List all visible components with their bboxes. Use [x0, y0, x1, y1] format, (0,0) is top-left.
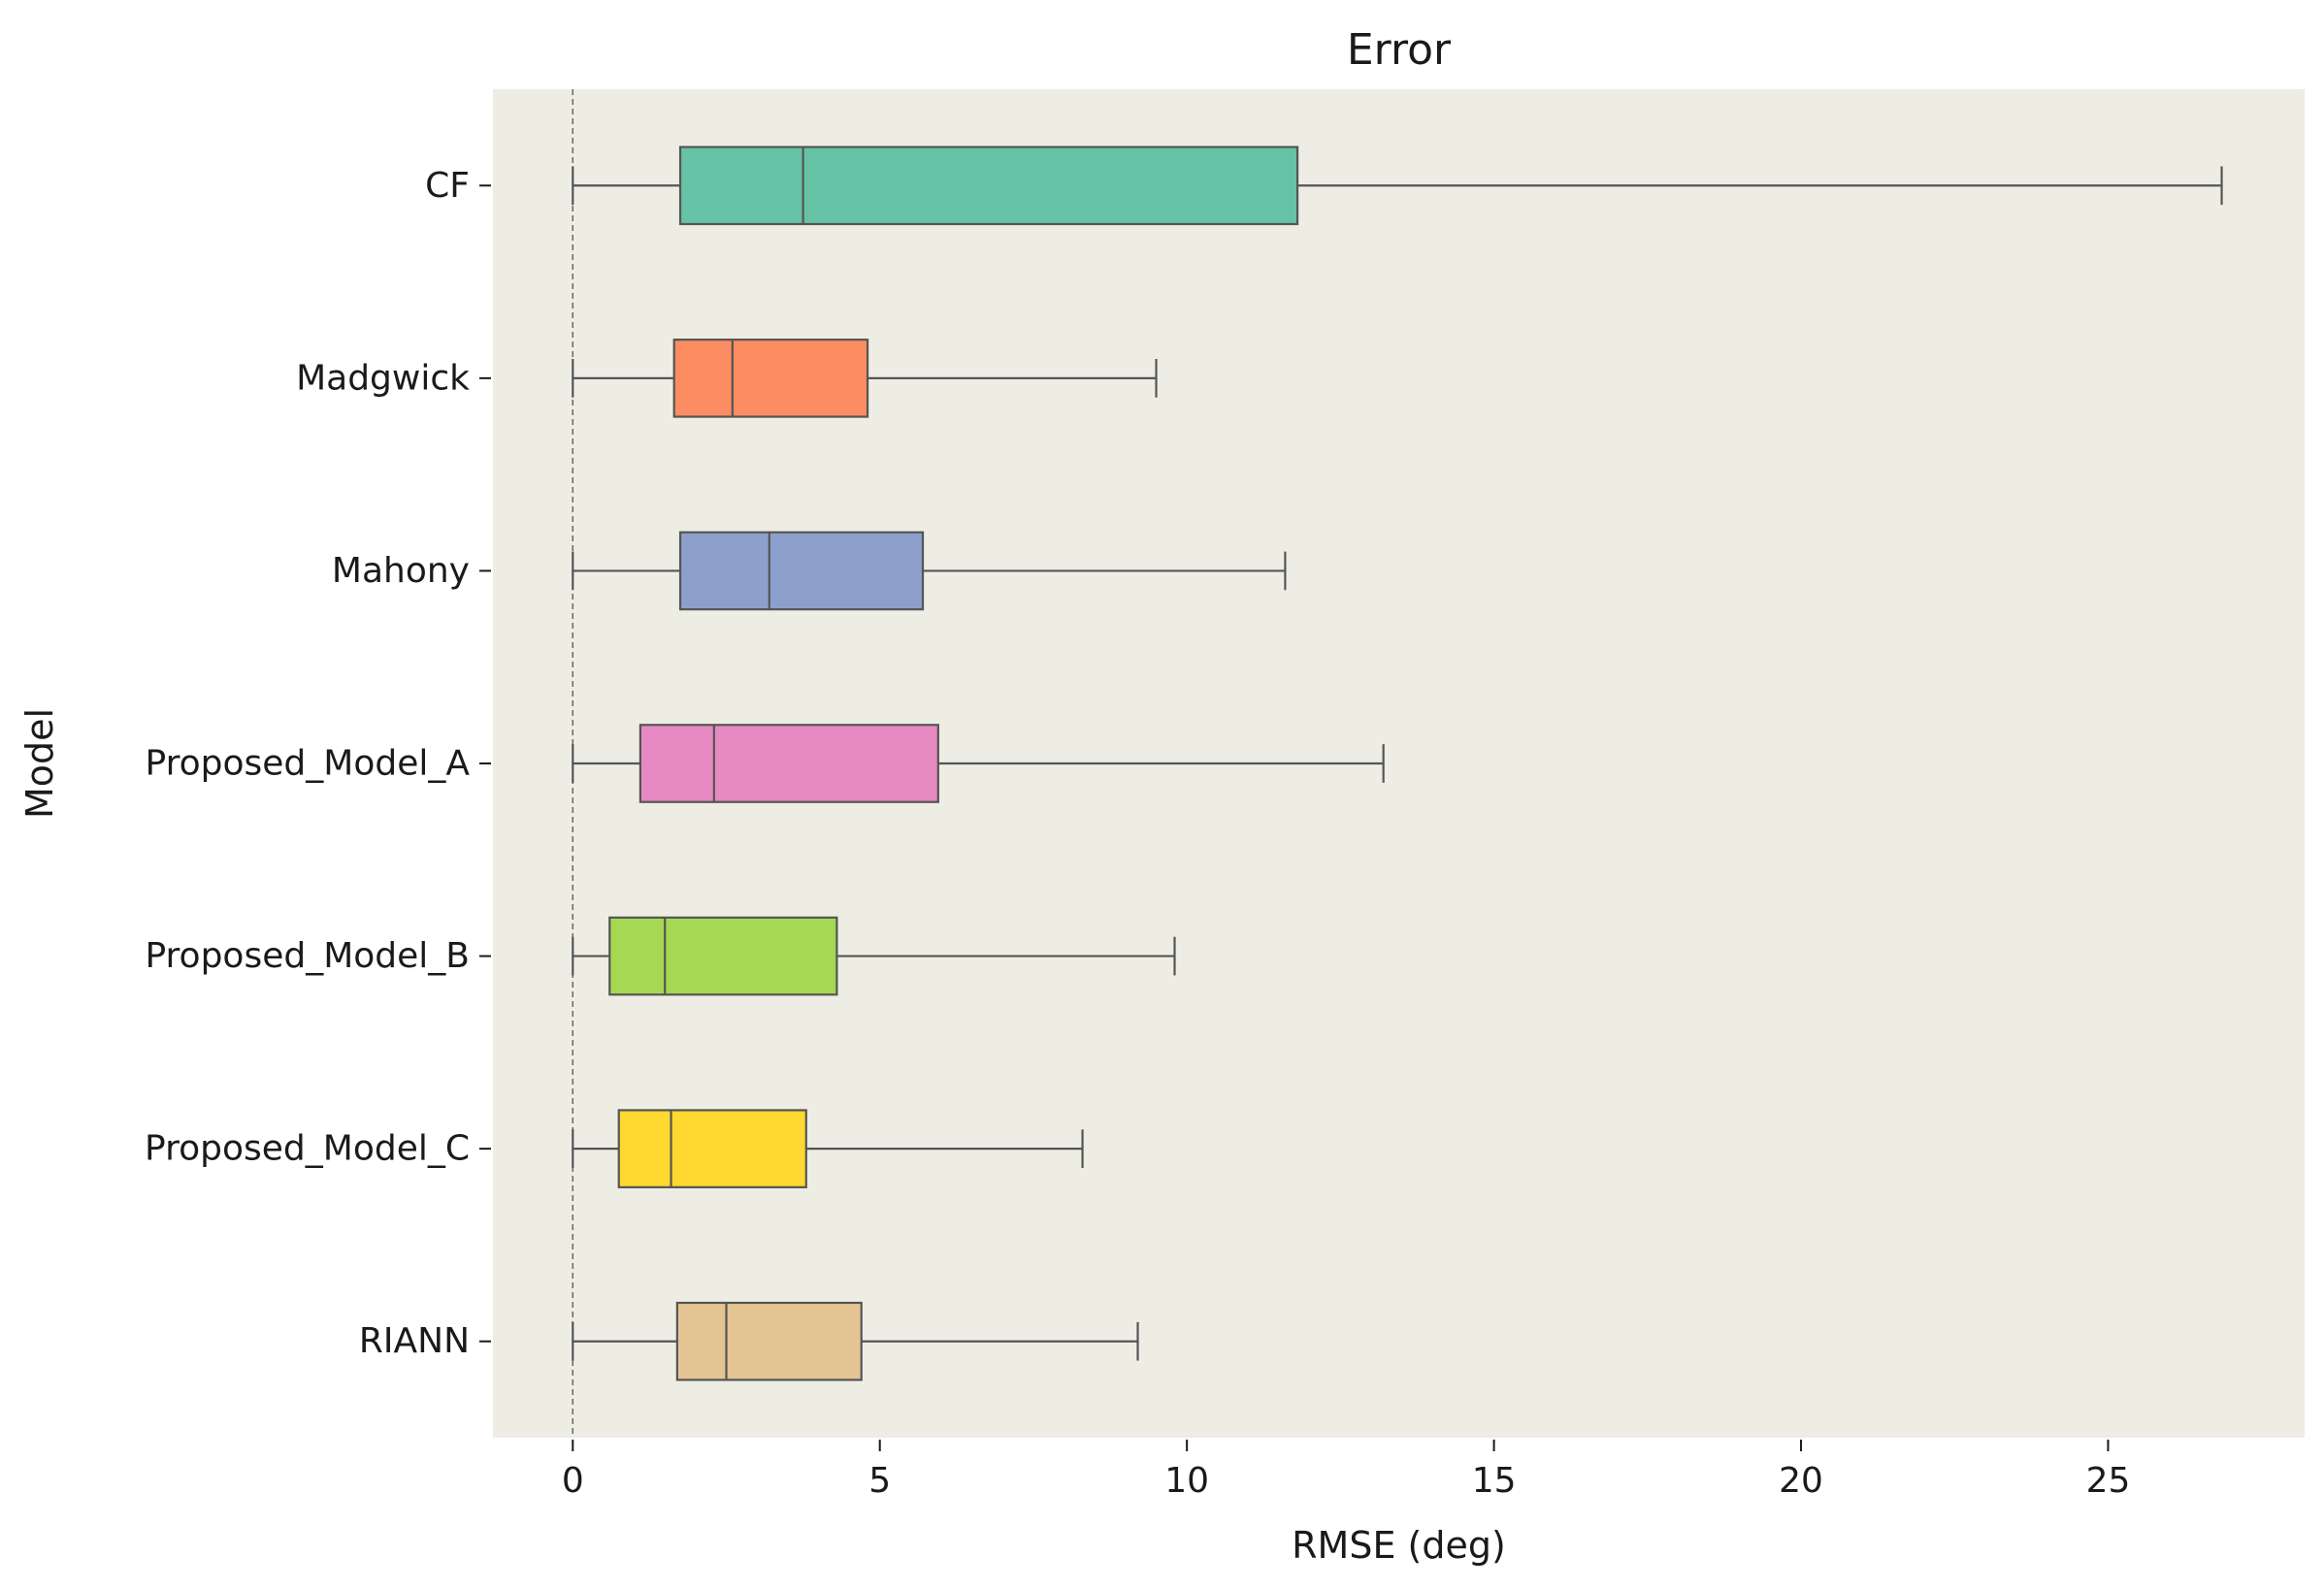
chart-title: Error — [1347, 25, 1452, 75]
iqr-box — [617, 1109, 807, 1188]
x-tick-label: 0 — [562, 1461, 584, 1501]
y-axis: CF Madgwick Mahony Proposed_Model_A Proposed… — [145, 166, 491, 1361]
box-proposed-model-c — [572, 1109, 1084, 1188]
x-tick-label: 25 — [2086, 1461, 2131, 1501]
y-tick-label: CF — [425, 166, 470, 206]
y-tick-label: Proposed_Model_A — [146, 744, 471, 784]
x-tick-label: 20 — [1779, 1461, 1823, 1501]
x-tick-label: 15 — [1472, 1461, 1517, 1501]
y-tick-label: Madgwick — [296, 358, 470, 398]
box-cf — [572, 146, 2223, 226]
x-axis: 0 5 10 15 20 25 — [562, 1440, 2131, 1501]
y-tick-label: RIANN — [359, 1321, 470, 1361]
y-tick-label: Proposed_Model_C — [145, 1129, 470, 1169]
y-axis-title: Model — [18, 708, 61, 819]
box-proposed-model-b — [572, 916, 1176, 996]
iqr-box — [672, 339, 869, 418]
y-tick-label: Proposed_Model_B — [145, 936, 470, 976]
box-madgwick — [572, 339, 1158, 418]
x-axis-title: RMSE (deg) — [1292, 1524, 1506, 1567]
box-proposed-model-a — [572, 724, 1385, 803]
boxes-layer — [572, 146, 2223, 1381]
x-tick-label: 5 — [868, 1461, 891, 1501]
box-riann — [572, 1301, 1139, 1381]
iqr-box — [608, 916, 838, 996]
iqr-box — [675, 1301, 863, 1381]
box-mahony — [572, 531, 1287, 611]
iqr-box — [678, 531, 925, 611]
x-tick-label: 10 — [1164, 1461, 1209, 1501]
iqr-box — [678, 146, 1299, 226]
y-tick-label: Mahony — [332, 551, 470, 591]
iqr-box — [638, 724, 939, 803]
